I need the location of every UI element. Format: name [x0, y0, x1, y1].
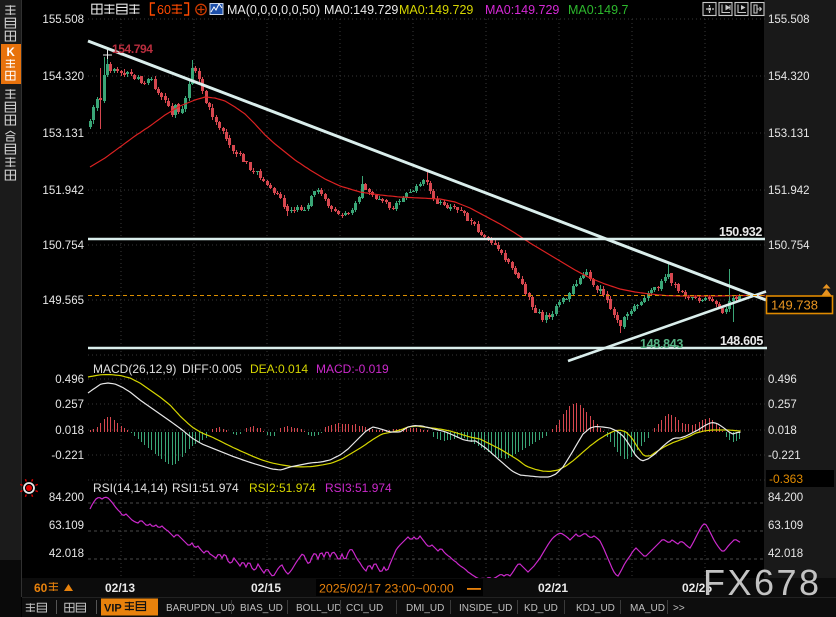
svg-text:60: 60 — [34, 581, 48, 595]
svg-text:02/13: 02/13 — [105, 581, 135, 595]
svg-text:0.018: 0.018 — [768, 425, 797, 437]
svg-text:42.018: 42.018 — [768, 548, 803, 560]
svg-text:BOLL_UD: BOLL_UD — [296, 603, 342, 614]
svg-text:149.738: 149.738 — [771, 298, 818, 313]
svg-text:84.200: 84.200 — [49, 492, 84, 504]
svg-text:RSI1:51.974: RSI1:51.974 — [172, 481, 239, 495]
svg-text:0.257: 0.257 — [55, 399, 84, 411]
svg-text:MACD:-0.019: MACD:-0.019 — [316, 362, 389, 376]
svg-text:150.932: 150.932 — [719, 225, 762, 239]
svg-text:154.320: 154.320 — [768, 71, 810, 83]
svg-text:MA0:149.7: MA0:149.7 — [568, 3, 629, 17]
svg-text:153.131: 153.131 — [768, 128, 810, 140]
svg-text:FX678: FX678 — [703, 562, 822, 603]
svg-text:MACD(26,12,9): MACD(26,12,9) — [93, 362, 176, 376]
svg-text:>>: >> — [673, 603, 685, 614]
svg-text:-0.363: -0.363 — [769, 472, 803, 486]
svg-text:DEA:0.014: DEA:0.014 — [250, 362, 308, 376]
svg-text:0.496: 0.496 — [768, 374, 797, 386]
svg-text:BARUPDN_UD: BARUPDN_UD — [166, 603, 235, 614]
svg-text:RSI2:51.974: RSI2:51.974 — [249, 481, 316, 495]
svg-text:150.754: 150.754 — [42, 240, 84, 252]
svg-text:84.200: 84.200 — [768, 492, 803, 504]
svg-text:MA0:149.729: MA0:149.729 — [485, 3, 559, 17]
svg-text:63.109: 63.109 — [768, 520, 803, 532]
svg-text:155.508: 155.508 — [42, 14, 84, 26]
svg-text:63.109: 63.109 — [49, 520, 84, 532]
svg-text:02/25: 02/25 — [682, 581, 712, 595]
svg-text:DMI_UD: DMI_UD — [406, 603, 444, 614]
svg-text:0.496: 0.496 — [55, 374, 84, 386]
svg-text:DIFF:0.005: DIFF:0.005 — [182, 362, 242, 376]
svg-text:2025/02/17 23:00~00:00: 2025/02/17 23:00~00:00 — [319, 582, 454, 596]
svg-text:154.794: 154.794 — [112, 42, 153, 56]
svg-text:60: 60 — [157, 3, 171, 17]
svg-text:RSI3:51.974: RSI3:51.974 — [325, 481, 392, 495]
svg-text:MA0:149.729: MA0:149.729 — [399, 3, 473, 17]
svg-text:149.565: 149.565 — [42, 295, 84, 307]
svg-text:MA_UD: MA_UD — [630, 603, 665, 614]
svg-text:VIP: VIP — [104, 603, 122, 615]
svg-text:0.257: 0.257 — [768, 399, 797, 411]
svg-text:-0.221: -0.221 — [768, 450, 801, 462]
svg-text:MA0:149.729: MA0:149.729 — [324, 3, 398, 17]
svg-text:CCI_UD: CCI_UD — [346, 603, 383, 614]
svg-text:42.018: 42.018 — [49, 548, 84, 560]
svg-text:02/21: 02/21 — [538, 581, 568, 595]
svg-text:154.320: 154.320 — [42, 71, 84, 83]
svg-text:148.843: 148.843 — [640, 337, 683, 351]
svg-text:RSI(14,14,14): RSI(14,14,14) — [93, 481, 168, 495]
svg-text:-0.221: -0.221 — [51, 450, 84, 462]
svg-text:02/15: 02/15 — [251, 581, 281, 595]
svg-text:151.942: 151.942 — [42, 185, 84, 197]
svg-text:K: K — [7, 47, 16, 59]
svg-text:150.754: 150.754 — [768, 240, 810, 252]
svg-text:0.018: 0.018 — [55, 425, 84, 437]
svg-text:INSIDE_UD: INSIDE_UD — [459, 603, 512, 614]
svg-text:151.942: 151.942 — [768, 185, 810, 197]
svg-text:KD_UD: KD_UD — [524, 603, 558, 614]
svg-text:148.605: 148.605 — [720, 334, 763, 348]
svg-text:MA(0,0,0,0,0,50): MA(0,0,0,0,0,50) — [227, 3, 320, 17]
svg-text:BIAS_UD: BIAS_UD — [240, 603, 283, 614]
svg-text:153.131: 153.131 — [42, 128, 84, 140]
svg-text:155.508: 155.508 — [768, 14, 810, 26]
svg-text:KDJ_UD: KDJ_UD — [576, 603, 615, 614]
